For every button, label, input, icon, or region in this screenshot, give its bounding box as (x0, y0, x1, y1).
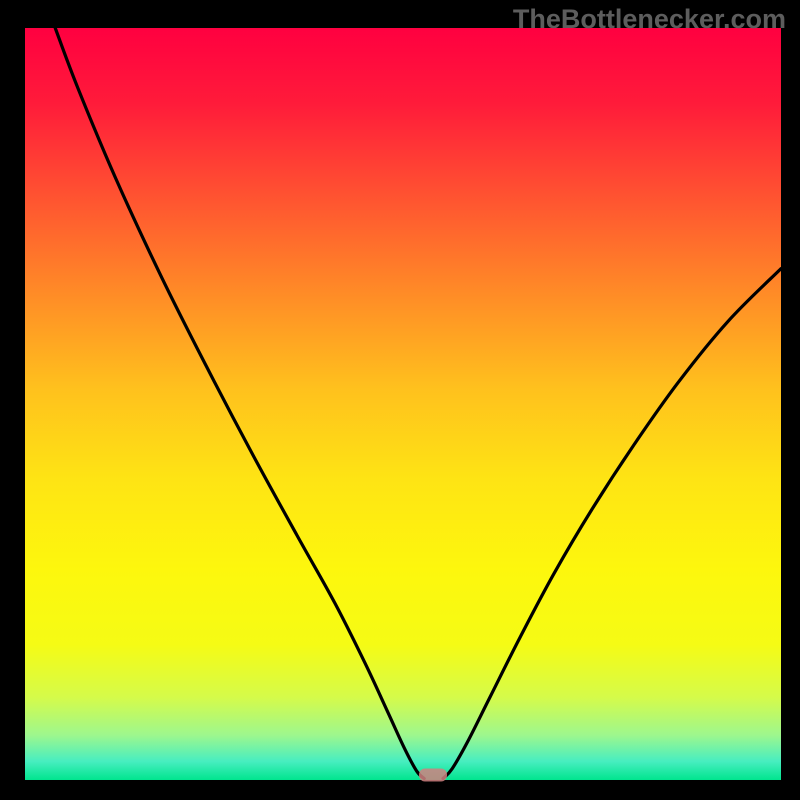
bottleneck-curve-right (443, 269, 781, 779)
watermark-text: TheBottlenecker.com (513, 4, 786, 35)
curve-layer (25, 28, 781, 780)
minimum-marker (419, 769, 447, 782)
plot-area (25, 28, 781, 780)
bottleneck-curve-left (55, 28, 424, 778)
chart-stage: TheBottlenecker.com (0, 0, 800, 800)
